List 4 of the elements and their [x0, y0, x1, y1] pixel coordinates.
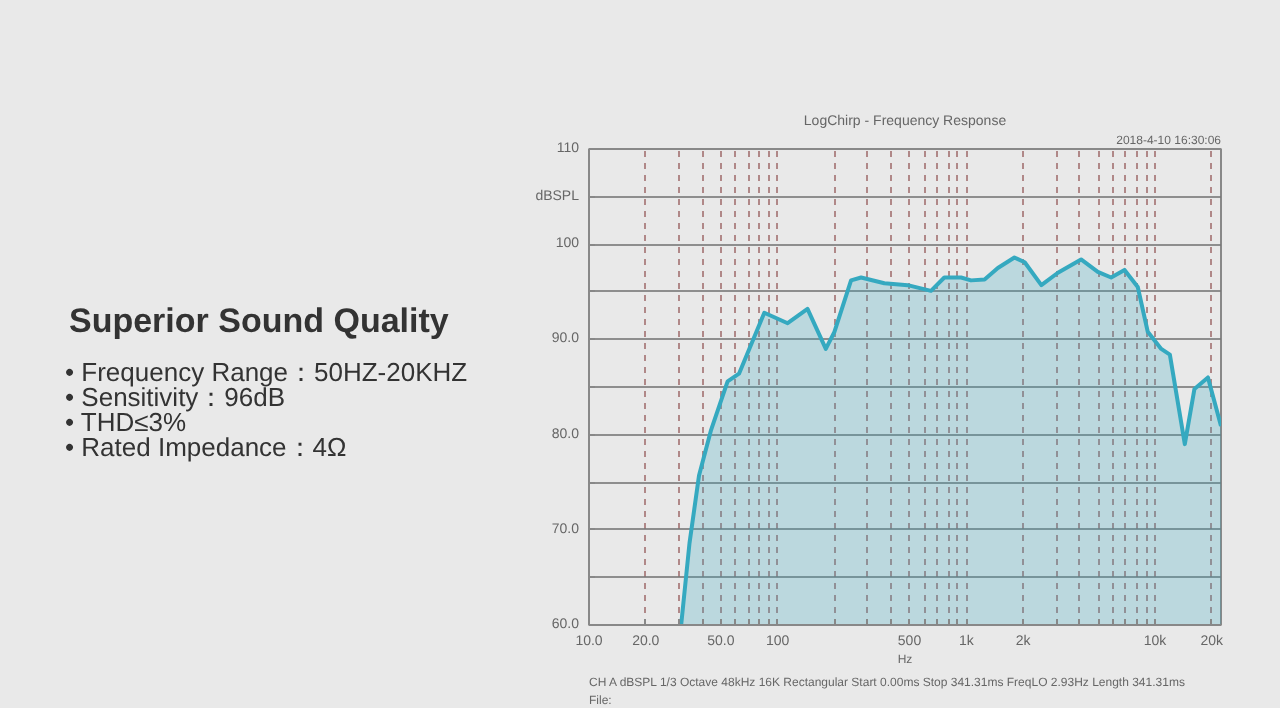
text: Superior Sound Quality: [69, 302, 450, 341]
text: • THD≤3%: [65, 406, 188, 437]
text: • Frequency Range：50HZ-20KHZ: [65, 357, 468, 388]
text: • Rated Impedance：4Ω: [65, 431, 348, 462]
